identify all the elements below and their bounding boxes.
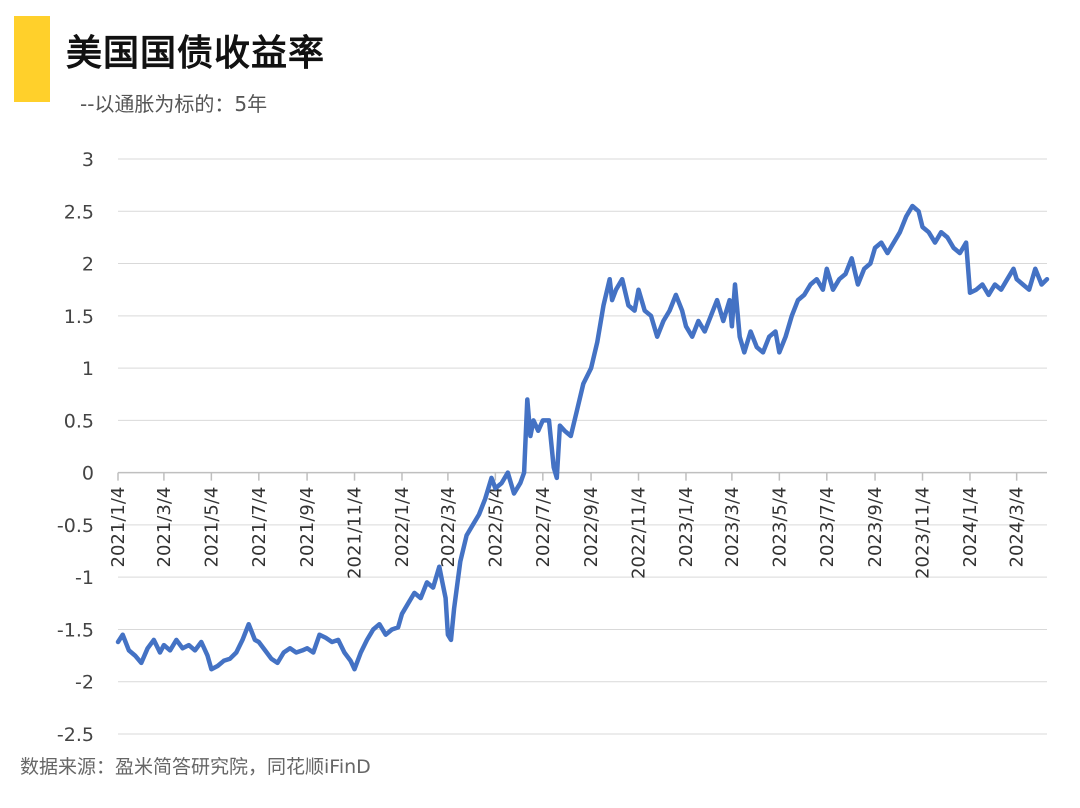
- x-tick-label: 2021/11/4: [345, 487, 366, 579]
- x-tick-label: 2022/11/4: [629, 487, 650, 579]
- title-accent-bar: [14, 16, 50, 102]
- x-tick-label: 2021/5/4: [201, 487, 222, 568]
- y-tick-label: 0: [82, 463, 94, 485]
- x-tick-label: 2023/11/4: [913, 487, 934, 579]
- x-axis-tick-labels: 2021/1/4 2021/3/4 2021/5/4 2021/7/4 2021/9/4…: [108, 487, 1028, 579]
- y-tick-label: 2: [82, 254, 94, 276]
- x-tick-label: 2022/7/4: [533, 487, 554, 568]
- x-tick-label: 2021/1/4: [108, 487, 129, 568]
- x-tick-label: 2021/9/4: [297, 487, 318, 568]
- x-tick-label: 2023/5/4: [769, 487, 790, 568]
- x-tick-label: 2022/5/4: [485, 487, 506, 568]
- x-tick-label: 2023/1/4: [676, 487, 697, 568]
- x-tick-label: 2022/1/4: [392, 487, 413, 568]
- y-tick-label: -0.5: [57, 515, 94, 537]
- x-tick-label: 2023/9/4: [865, 487, 886, 568]
- y-tick-label: -1.5: [57, 619, 94, 641]
- page-title: 美国国债收益率: [66, 33, 326, 74]
- page-subtitle: --以通胀为标的：5年: [80, 92, 268, 116]
- x-tick-label: 2023/7/4: [817, 487, 838, 568]
- y-axis-tick-labels: -2.5 -2 -1.5 -1 -0.5 0 0.5 1 1.5 2 2.5 3: [57, 149, 94, 746]
- x-tick-label: 2024/1/4: [960, 487, 981, 568]
- y-tick-label: 3: [82, 149, 94, 171]
- y-tick-label: 2.5: [64, 201, 94, 223]
- y-tick-label: -2: [75, 672, 94, 694]
- y-tick-label: 0.5: [64, 410, 94, 432]
- y-tick-label: 1: [82, 358, 94, 380]
- x-tick-label: 2023/3/4: [722, 487, 743, 568]
- x-tick-label: 2022/9/4: [581, 487, 602, 568]
- x-tick-label: 2022/3/4: [438, 487, 459, 568]
- y-tick-label: -1: [75, 567, 94, 589]
- x-axis: [117, 471, 1047, 481]
- data-source-note: 数据来源：盈米简答研究院，同花顺iFinD: [20, 756, 371, 778]
- x-tick-label: 2021/7/4: [249, 487, 270, 568]
- series-line: [115, 203, 1050, 672]
- chart-gridlines: [118, 158, 1047, 735]
- x-tick-label: 2021/3/4: [154, 487, 175, 568]
- y-tick-label: 1.5: [64, 306, 94, 328]
- x-tick-label: 2024/3/4: [1007, 487, 1028, 568]
- y-tick-label: -2.5: [57, 724, 94, 746]
